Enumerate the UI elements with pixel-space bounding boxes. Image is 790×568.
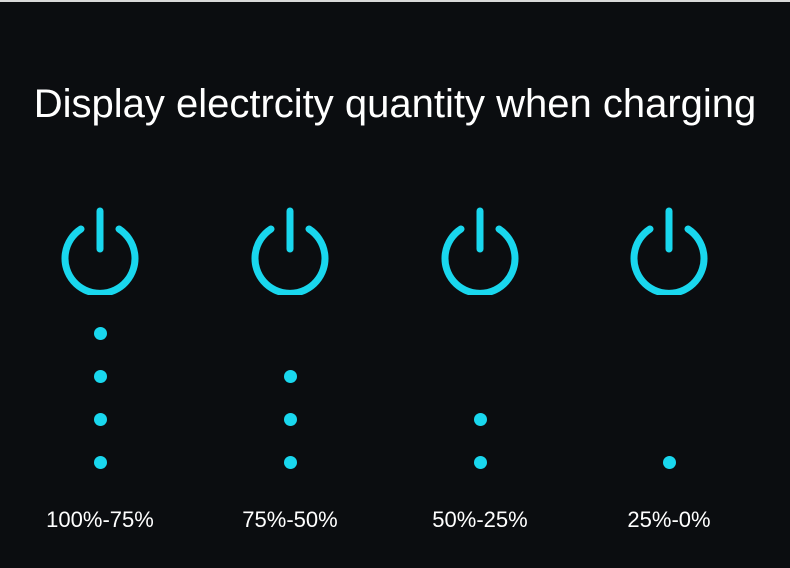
power-icon	[628, 205, 710, 297]
charge-level-column: 50%-25%	[400, 205, 560, 545]
charge-dot	[473, 456, 487, 469]
charge-dot	[283, 456, 297, 469]
page-title: Display electrcity quantity when chargin…	[33, 82, 757, 126]
charge-dot	[283, 413, 297, 426]
top-divider	[0, 0, 790, 2]
power-icon	[439, 205, 521, 297]
power-icon	[249, 205, 331, 297]
charge-range-label: 100%-75%	[46, 507, 154, 532]
charge-dot	[93, 413, 107, 426]
charge-dot	[662, 456, 676, 469]
charge-range-label: 25%-0%	[627, 507, 711, 532]
power-icon	[59, 205, 141, 297]
charge-dot	[93, 327, 107, 340]
charge-dot	[473, 413, 487, 426]
charge-dot	[283, 370, 297, 383]
charge-level-column: 100%-75%	[20, 205, 180, 545]
charge-dot	[93, 456, 107, 469]
charge-level-column: 25%-0%	[589, 205, 749, 545]
charge-dot	[93, 370, 107, 383]
charge-range-label: 75%-50%	[242, 507, 338, 532]
charge-range-label: 50%-25%	[432, 507, 528, 532]
charge-level-column: 75%-50%	[210, 205, 370, 545]
